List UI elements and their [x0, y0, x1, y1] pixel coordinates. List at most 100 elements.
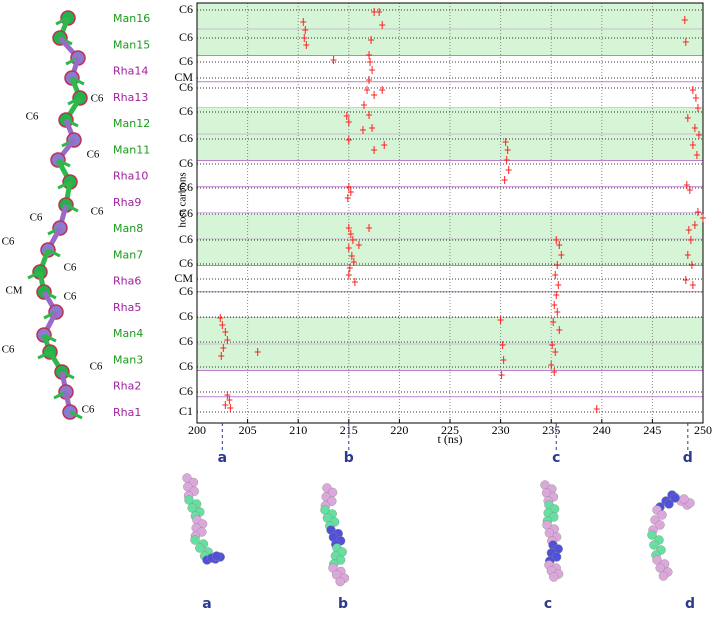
point: [350, 258, 357, 266]
snapshot-atom: [670, 493, 680, 503]
x-tick-label: 225: [441, 423, 459, 437]
point: [345, 136, 352, 144]
annotation-label: b: [344, 450, 354, 466]
point: [498, 371, 505, 379]
point: [554, 261, 561, 269]
residue-label: Man7: [113, 248, 143, 261]
point: [689, 281, 696, 289]
point: [300, 18, 307, 26]
snapshot-label: a: [202, 596, 211, 612]
point: [683, 181, 690, 189]
point: [689, 86, 696, 94]
point: [549, 341, 556, 349]
point: [691, 221, 698, 229]
molecule-branch: [37, 350, 51, 360]
snapshot-atom: [655, 563, 665, 573]
residue-label: Rha13: [113, 91, 148, 104]
point: [217, 314, 224, 322]
point: [226, 396, 233, 404]
point: [345, 271, 352, 279]
point: [371, 146, 378, 154]
x-tick-label: 200: [188, 423, 206, 437]
y-tick-label: C6: [179, 309, 193, 323]
point: [700, 214, 706, 222]
point: [360, 101, 367, 109]
point: [218, 352, 225, 360]
point: [381, 141, 388, 149]
y-tick-label: C6: [179, 131, 193, 145]
point: [379, 86, 386, 94]
molecule-label: C6: [82, 404, 95, 416]
plot-frame: [196, 2, 704, 424]
point: [554, 308, 561, 316]
x-tick-label: 250: [694, 423, 712, 437]
residue-label: Rha14: [113, 65, 148, 78]
point: [684, 251, 691, 259]
y-tick-label: CM: [174, 70, 193, 84]
point: [366, 224, 373, 232]
residue-label: Rha9: [113, 196, 141, 209]
point: [694, 208, 701, 216]
point: [369, 66, 376, 74]
molecule-label: C6: [26, 111, 39, 123]
molecule-label: C6: [91, 206, 104, 218]
point: [505, 166, 512, 174]
y-tick-label: C6: [179, 2, 193, 16]
snapshot-atom: [184, 495, 194, 505]
y-tick-label: C6: [179, 104, 193, 118]
point: [687, 236, 694, 244]
point: [550, 318, 557, 326]
annotation-label: c: [552, 450, 560, 466]
point: [219, 321, 226, 329]
molecule-label: C6: [64, 291, 77, 303]
point: [301, 34, 308, 42]
x-tick-label: 245: [643, 423, 661, 437]
point: [692, 94, 699, 102]
snapshot-atom: [658, 571, 669, 581]
point: [593, 405, 600, 413]
molecule-label: C6: [90, 361, 103, 373]
y-tick-label: C6: [179, 30, 193, 44]
y-tick-label: C6: [179, 156, 193, 170]
point: [254, 348, 261, 356]
point: [302, 26, 309, 34]
residue-label: Man3: [113, 353, 143, 366]
snapshot-atom: [549, 572, 559, 582]
snapshot-label: d: [685, 596, 695, 612]
point: [371, 91, 378, 99]
point: [379, 21, 386, 29]
x-tick-label: 205: [239, 423, 257, 437]
point: [548, 361, 555, 369]
point: [691, 124, 698, 132]
residue-label: Rha6: [113, 275, 141, 288]
y-tick-label: C6: [179, 206, 193, 220]
point: [689, 141, 696, 149]
molecule-label: C6: [91, 93, 104, 105]
residue-label: Man12: [113, 117, 150, 130]
y-tick-label: C6: [179, 232, 193, 246]
snapshot-atom: [655, 520, 665, 530]
point: [303, 41, 310, 49]
point: [682, 38, 689, 46]
snapshot-atom: [652, 555, 662, 565]
snapshot-atom: [335, 576, 345, 587]
snapshot-atom: [679, 494, 689, 504]
molecule-label: C6: [30, 212, 43, 224]
snapshot-atom: [195, 543, 205, 553]
y-tick-label: C6: [179, 384, 193, 398]
point: [556, 326, 563, 334]
point: [366, 111, 373, 119]
residue-label: Rha2: [113, 380, 141, 393]
snapshot-label: c: [544, 596, 552, 612]
point: [684, 114, 691, 122]
y-tick-label: C6: [179, 80, 193, 94]
point: [502, 138, 509, 146]
point: [553, 291, 560, 299]
x-tick-label: 235: [542, 423, 560, 437]
point: [345, 183, 352, 191]
molecule-label: C6: [87, 149, 100, 161]
point: [224, 336, 231, 344]
residue-label: Man15: [113, 38, 150, 51]
point: [686, 186, 693, 194]
